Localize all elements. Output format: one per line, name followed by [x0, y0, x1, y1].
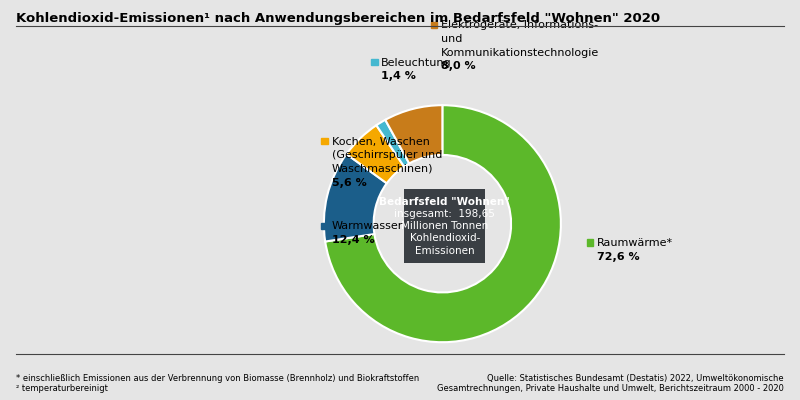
Wedge shape: [376, 120, 410, 167]
Text: Raumwärme*: Raumwärme*: [597, 238, 673, 248]
Text: 1,4 %: 1,4 %: [382, 72, 416, 82]
Bar: [587, 239, 594, 246]
Bar: [322, 222, 328, 229]
Text: insgesamt:  198,65: insgesamt: 198,65: [394, 209, 495, 219]
Text: 8,0 %: 8,0 %: [441, 61, 475, 71]
Text: und: und: [441, 34, 462, 44]
Bar: [322, 138, 328, 144]
Text: Kohlendioxid-Emissionen¹ nach Anwendungsbereichen im Bedarfsfeld "Wohnen" 2020: Kohlendioxid-Emissionen¹ nach Anwendungs…: [16, 12, 660, 25]
Text: 72,6 %: 72,6 %: [597, 252, 640, 262]
Text: Kohlendioxid-: Kohlendioxid-: [410, 233, 480, 243]
Text: Bedarfsfeld "Wohnen": Bedarfsfeld "Wohnen": [379, 196, 510, 206]
Bar: [430, 22, 437, 28]
Bar: [371, 59, 378, 66]
Wedge shape: [325, 105, 561, 342]
Text: Quelle: Statistisches Bundesamt (Destatis) 2022, Umweltökonomische
Gesamtrechnun: Quelle: Statistisches Bundesamt (Destati…: [437, 374, 784, 394]
Text: Emissionen: Emissionen: [415, 246, 474, 256]
Text: (Geschirrspüler und: (Geschirrspüler und: [331, 150, 442, 160]
Text: Millionen Tonnen: Millionen Tonnen: [401, 221, 488, 231]
Text: Warmwasser: Warmwasser: [331, 221, 403, 231]
Text: 5,6 %: 5,6 %: [331, 178, 366, 188]
Wedge shape: [324, 154, 386, 242]
Text: Beleuchtung: Beleuchtung: [382, 58, 452, 68]
Text: Kochen, Waschen: Kochen, Waschen: [331, 137, 430, 147]
Wedge shape: [386, 105, 442, 164]
Text: Waschmaschinen): Waschmaschinen): [331, 164, 433, 174]
Wedge shape: [346, 125, 404, 183]
FancyBboxPatch shape: [405, 189, 485, 263]
Text: Kommunikationstechnologie: Kommunikationstechnologie: [441, 48, 599, 58]
Text: 12,4 %: 12,4 %: [331, 235, 374, 245]
Text: * einschließlich Emissionen aus der Verbrennung von Biomasse (Brennholz) und Bio: * einschließlich Emissionen aus der Verb…: [16, 374, 419, 394]
Text: Elektrogeräte, Informations-: Elektrogeräte, Informations-: [441, 20, 598, 30]
